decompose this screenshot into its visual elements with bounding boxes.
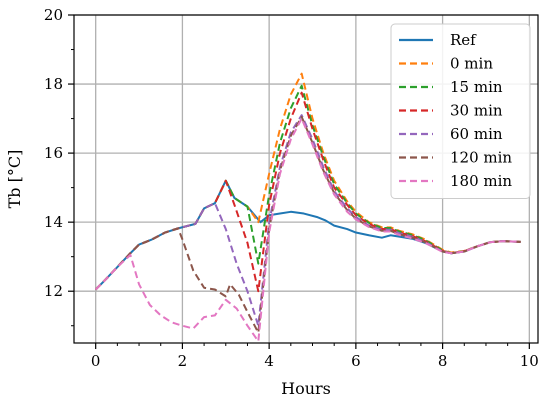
x-tick-label: 6 [351,352,361,370]
x-tick-label: 10 [520,352,539,370]
x-tick-label: 0 [91,352,101,370]
legend: Ref 0 min 15 min 30 min 60 min 120 min 180 min [390,23,531,199]
legend-label: 15 min [450,78,503,96]
y-tick-label: 16 [44,144,63,162]
legend-label: 30 min [450,102,503,120]
x-axis-title: Hours [281,379,331,398]
legend-label: 60 min [450,125,503,143]
x-tick-label: 4 [264,352,274,370]
series-group [94,72,521,343]
axes: 0 2 4 6 8 10 12 14 16 18 20 [44,6,539,370]
legend-label: 180 min [450,172,512,190]
legend-label: 0 min [450,55,493,73]
x-tick-label: 2 [178,352,188,370]
series-line-180-min [94,117,521,343]
y-axis-title: Tb [°C] [5,150,24,209]
legend-label: Ref [450,31,477,49]
plot-frame [73,14,539,344]
x-tick-label: 8 [438,352,448,370]
y-tick-label: 14 [44,213,63,231]
legend-label: 120 min [450,149,512,167]
y-tick-label: 18 [44,75,63,93]
y-tick-label: 20 [44,6,63,24]
legend-box [390,23,531,199]
y-tick-label: 12 [44,282,63,300]
